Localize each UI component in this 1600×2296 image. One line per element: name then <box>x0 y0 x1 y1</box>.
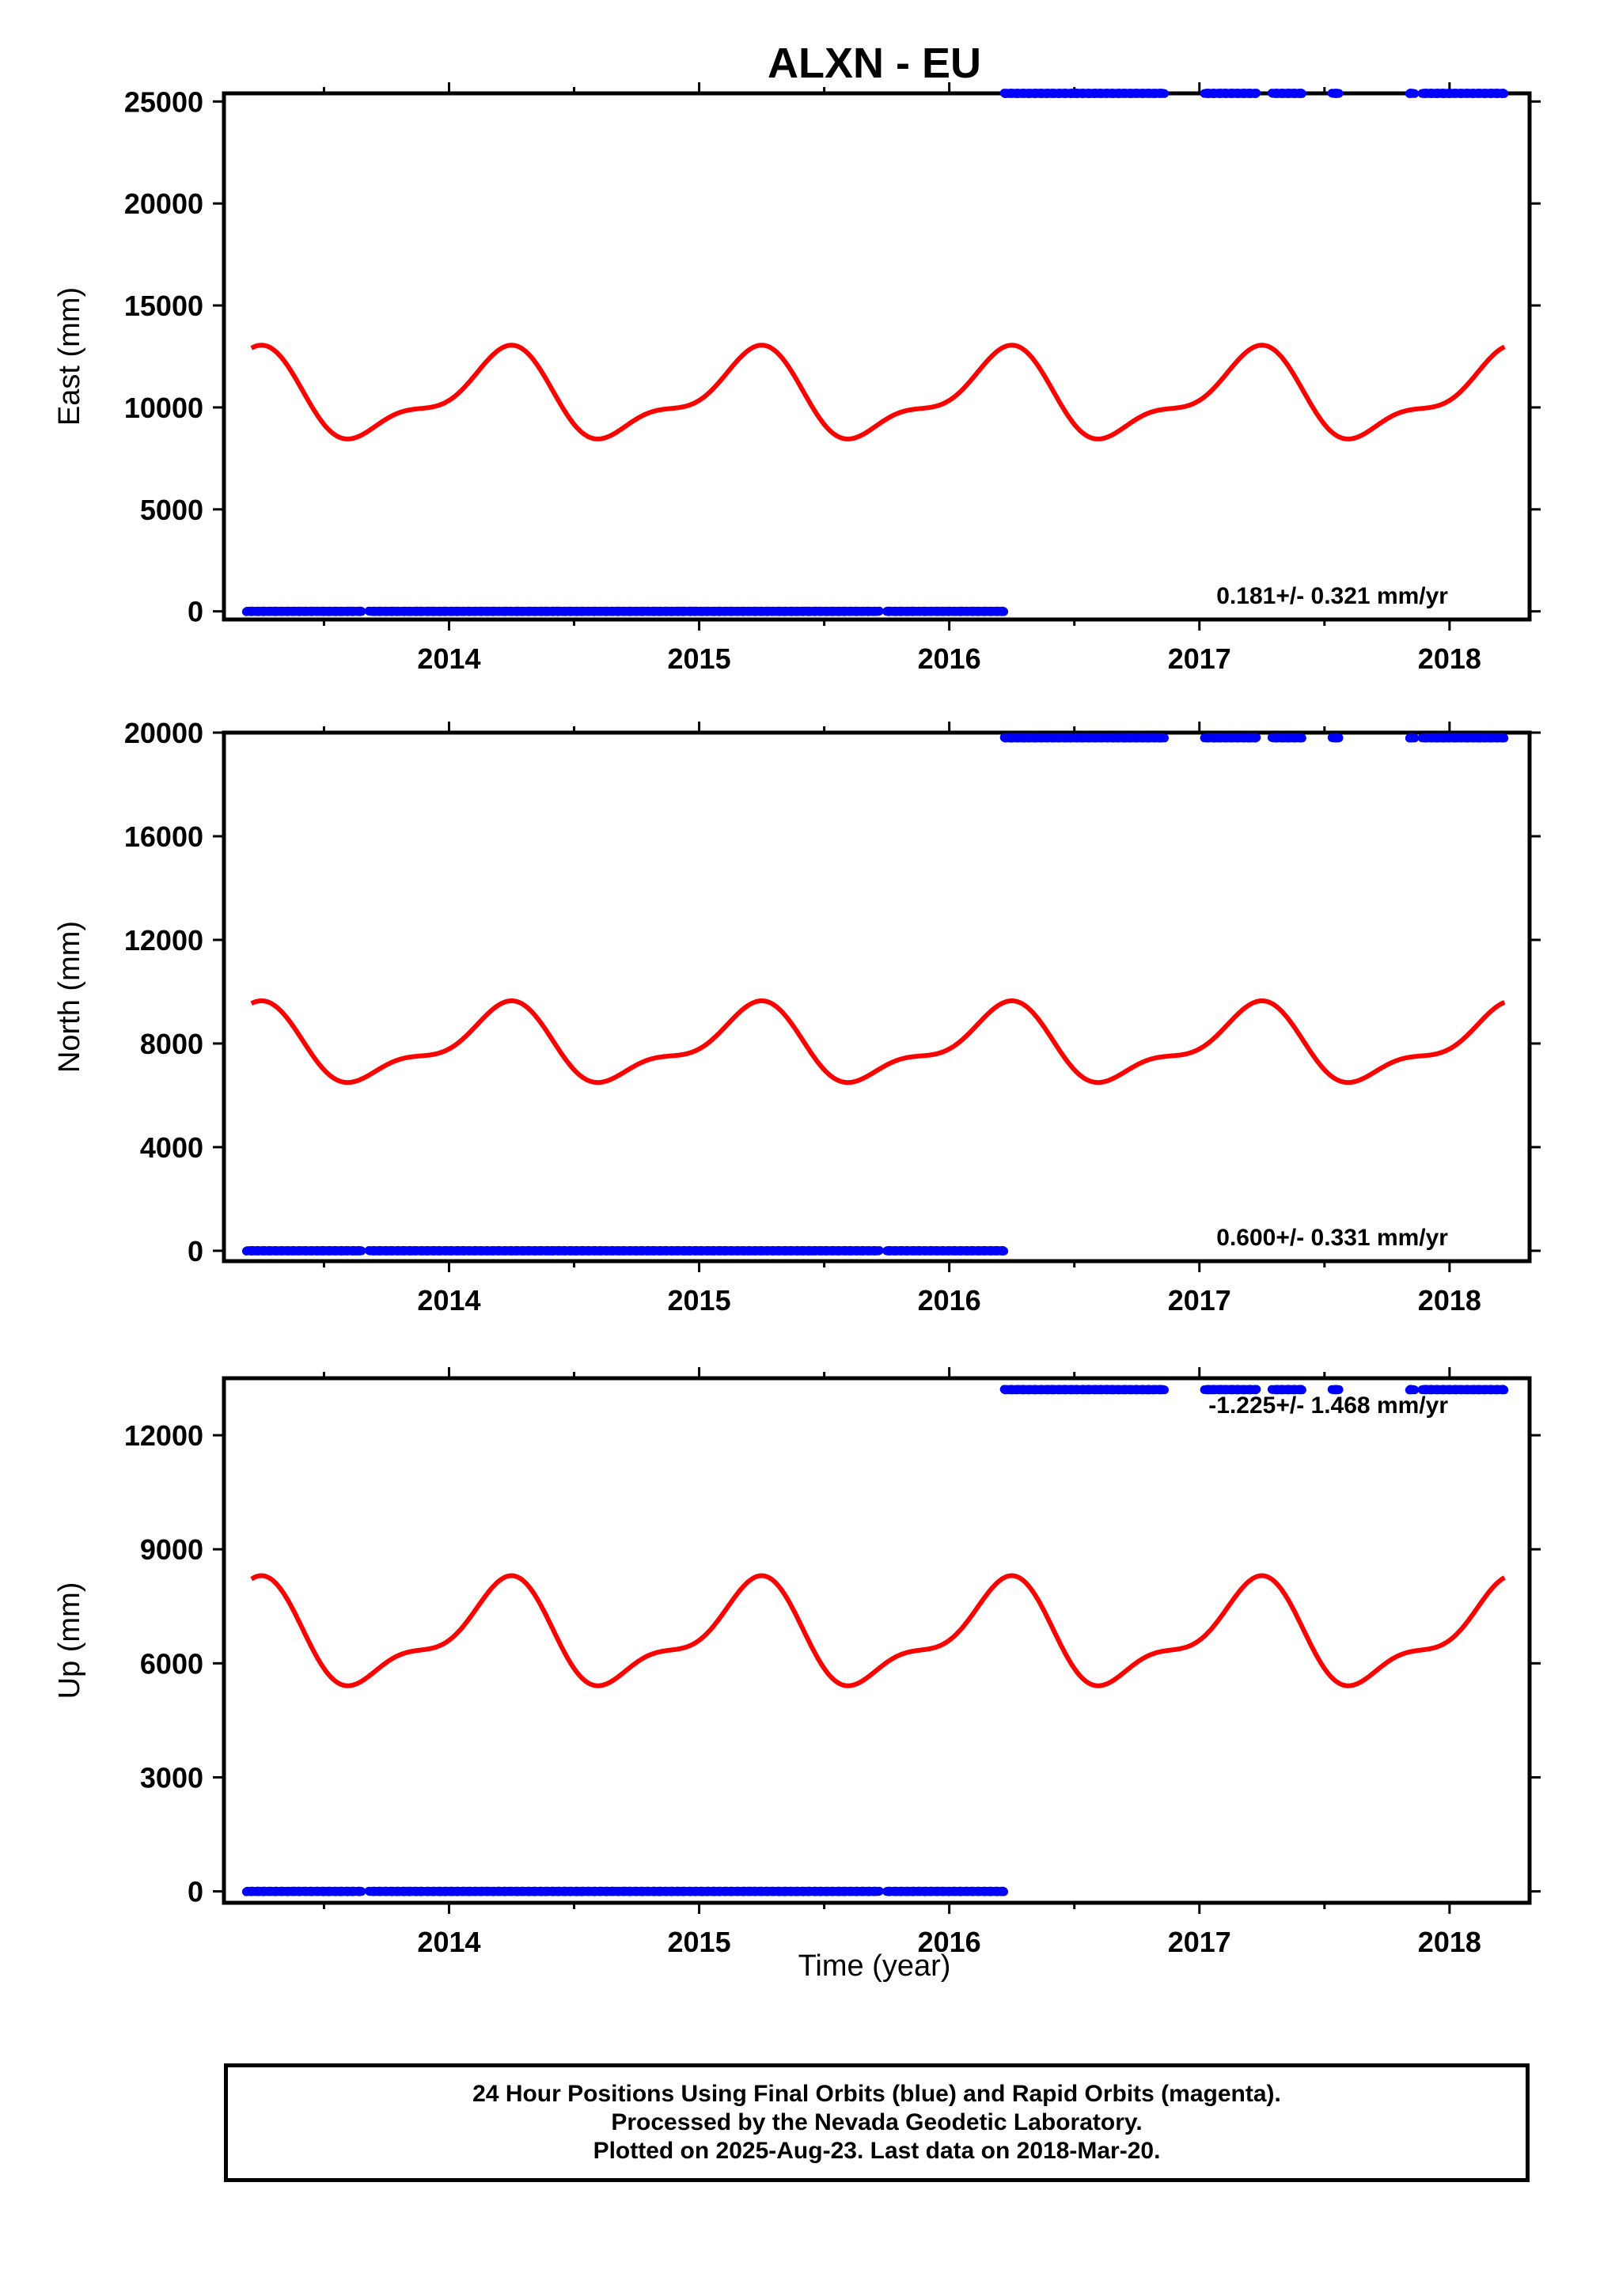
data-point <box>357 1246 366 1256</box>
data-point <box>1334 1385 1344 1394</box>
data-point <box>1410 733 1420 743</box>
plot-frame <box>222 730 1532 1264</box>
y-axis-title: North (mm) <box>53 921 86 1073</box>
x-tick-label: 2015 <box>668 642 731 675</box>
data-point <box>1297 89 1306 98</box>
panel-up: 0 3000 6000 9000 12000 2014 2015 2016 2017 2018 Up… <box>53 1367 1541 1958</box>
x-tick-label: 2014 <box>417 1284 480 1317</box>
data-point <box>357 607 366 616</box>
x-tick-label: 2017 <box>1168 1926 1231 1958</box>
x-tick-label: 2014 <box>417 642 480 675</box>
y-tick-label: 10000 <box>124 392 203 424</box>
model-curve <box>250 1573 1506 1688</box>
y-axis-title: East (mm) <box>53 287 86 426</box>
x-tick-label: 2018 <box>1418 1284 1481 1317</box>
x-tick-label: 2016 <box>918 1284 981 1317</box>
x-tick-label: 2017 <box>1168 642 1231 675</box>
y-tick-label: 6000 <box>140 1647 203 1680</box>
panel-north: 0 4000 8000 12000 16000 20000 2014 2015 2016 2017… <box>53 717 1541 1317</box>
y-tick-label: 25000 <box>124 85 203 118</box>
data-point <box>1500 89 1509 98</box>
y-tick-label: 0 <box>188 1235 203 1267</box>
x-tick-label: 2014 <box>417 1926 480 1958</box>
data-point <box>1500 1385 1509 1395</box>
data-point <box>1500 733 1509 743</box>
y-tick-label: 3000 <box>140 1761 203 1794</box>
model-curve <box>250 998 1506 1085</box>
rate-label: 0.181+/- 0.321 mm/yr <box>1216 583 1448 609</box>
data-point <box>874 606 884 616</box>
model-curve <box>250 343 1506 441</box>
y-tick-label: 4000 <box>140 1131 203 1164</box>
footer-line: Processed by the Nevada Geodetic Laborat… <box>611 2109 1143 2135</box>
footer-line: 24 Hour Positions Using Final Orbits (bl… <box>472 2081 1281 2107</box>
data-point <box>1410 1385 1420 1395</box>
y-tick-label: 0 <box>188 1876 203 1908</box>
x-tick-label: 2016 <box>918 642 981 675</box>
data-point <box>874 1246 884 1255</box>
data-point <box>1252 733 1261 742</box>
y-tick-label: 20000 <box>124 188 203 220</box>
data-point <box>357 1887 366 1896</box>
data-point <box>1252 89 1261 98</box>
data-point <box>999 1246 1009 1256</box>
x-tick-label: 2015 <box>668 1284 731 1317</box>
x-axis-title: Time (year) <box>798 1949 951 1983</box>
data-point <box>1252 1385 1261 1394</box>
rate-label: -1.225+/- 1.468 mm/yr <box>1208 1392 1448 1419</box>
y-tick-label: 0 <box>188 596 203 628</box>
x-tick-label: 2018 <box>1418 1926 1481 1958</box>
footer-line: Plotted on 2025-Aug-23. Last data on 201… <box>593 2138 1161 2164</box>
y-tick-label: 5000 <box>140 494 203 526</box>
y-tick-label: 12000 <box>124 924 203 957</box>
x-tick-label: 2015 <box>668 1926 731 1958</box>
chart-panels: 0 5000 10000 15000 20000 25000 2014 2015 2016 201… <box>53 82 1541 1958</box>
rate-label: 0.600+/- 0.331 mm/yr <box>1216 1225 1448 1251</box>
data-point <box>1160 733 1169 743</box>
y-axis-title: Up (mm) <box>53 1582 86 1699</box>
plot-frame <box>222 1376 1532 1905</box>
x-tick-label: 2017 <box>1168 1284 1231 1317</box>
y-tick-label: 8000 <box>140 1028 203 1060</box>
data-point <box>1334 733 1344 743</box>
data-point <box>999 1887 1009 1896</box>
x-tick-label: 2018 <box>1418 642 1481 675</box>
data-point <box>999 607 1009 616</box>
data-point <box>1297 1385 1306 1395</box>
y-tick-label: 9000 <box>140 1533 203 1566</box>
data-point <box>1410 89 1420 98</box>
plot-frame <box>222 91 1532 622</box>
data-point <box>1160 1385 1169 1395</box>
y-tick-label: 20000 <box>124 717 203 749</box>
chart-title: ALXN - EU <box>768 40 981 87</box>
y-tick-label: 15000 <box>124 290 203 322</box>
data-point <box>874 1886 884 1896</box>
data-point <box>1297 733 1306 743</box>
y-tick-label: 12000 <box>124 1419 203 1452</box>
panel-east: 0 5000 10000 15000 20000 25000 2014 2015 2016 201… <box>53 82 1541 675</box>
data-point <box>1334 89 1344 98</box>
y-tick-label: 16000 <box>124 820 203 853</box>
x-tick-label: 2016 <box>918 1926 981 1958</box>
footer-caption-box: 24 Hour Positions Using Final Orbits (bl… <box>224 2063 1530 2182</box>
data-point <box>1160 89 1169 98</box>
